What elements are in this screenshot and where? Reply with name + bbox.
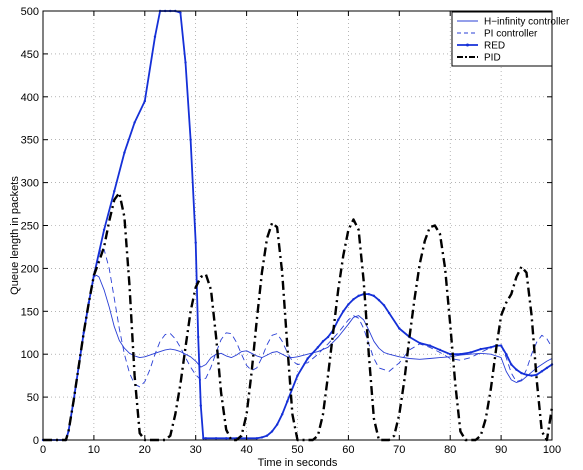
- data-point-red: [357, 294, 360, 298]
- data-point-red: [202, 437, 205, 440]
- data-point-red: [265, 434, 269, 437]
- data-point-red: [504, 353, 508, 356]
- data-point-red: [321, 340, 325, 343]
- data-point-red: [296, 374, 299, 377]
- data-point-red: [387, 311, 391, 315]
- data-point-red: [255, 437, 258, 440]
- data-point-red: [197, 335, 200, 339]
- data-point-red: [179, 11, 182, 14]
- data-point-red: [352, 298, 355, 301]
- x-tick-label: 30: [190, 444, 202, 456]
- x-tick-label: 40: [240, 444, 252, 456]
- y-tick-label: 500: [21, 6, 39, 18]
- data-point-red: [337, 318, 340, 322]
- data-point-red: [225, 437, 228, 440]
- data-point-red: [133, 121, 136, 124]
- series-line-red: [43, 10, 553, 441]
- data-point-red: [382, 304, 386, 307]
- x-tick-label: 90: [495, 444, 507, 456]
- data-point-red: [214, 437, 218, 440]
- y-tick-label: 0: [33, 435, 39, 447]
- data-point-red: [428, 344, 432, 347]
- data-point-red: [418, 341, 421, 345]
- data-point-red: [270, 430, 274, 433]
- data-point-red: [398, 327, 401, 330]
- data-point-red: [515, 368, 518, 371]
- data-point-red: [113, 189, 116, 193]
- data-point-red: [469, 351, 472, 354]
- legend-label: H−infinity controller: [484, 17, 570, 28]
- data-point-red: [326, 335, 330, 339]
- y-tick-label: 400: [21, 92, 39, 104]
- data-point-red: [281, 413, 284, 416]
- data-point-red: [510, 363, 513, 366]
- data-point-red: [459, 353, 462, 356]
- y-tick-label: 100: [21, 349, 39, 361]
- axis-ticks: 0 10 20 30 40 50 60 70 80 90 100 0 50 100 150 200 250 300…: [21, 6, 562, 456]
- data-point-red: [153, 35, 157, 38]
- x-tick-label: 100: [543, 444, 561, 456]
- data-point-red: [367, 292, 370, 296]
- data-point-red: [194, 241, 197, 244]
- data-point-red: [189, 138, 192, 141]
- data-point-red: [545, 366, 549, 370]
- data-point-red: [489, 346, 493, 349]
- y-tick-label: 50: [27, 392, 39, 404]
- data-point-red: [143, 99, 146, 103]
- y-tick-label: 300: [21, 178, 39, 190]
- data-point-red: [306, 357, 309, 360]
- data-point-red: [520, 371, 523, 375]
- series-line-pid: [43, 191, 554, 442]
- y-tick-label: 200: [21, 263, 39, 275]
- series-line-pi-controller: [43, 247, 553, 441]
- data-point-red: [316, 346, 320, 349]
- data-point-red: [82, 331, 85, 334]
- y-tick-label: 250: [21, 221, 39, 233]
- data-point-red: [123, 151, 126, 154]
- data-point-red: [449, 353, 452, 356]
- data-point-red: [342, 310, 345, 313]
- x-tick-label: 10: [88, 444, 100, 456]
- data-point-red: [204, 437, 208, 440]
- data-point-red: [525, 373, 528, 376]
- data-point-red: [275, 423, 279, 426]
- data-point-red: [377, 298, 381, 302]
- x-tick-label: 20: [139, 444, 151, 456]
- data-point-red: [102, 228, 106, 231]
- y-axis-label: Queue length in packets: [9, 176, 21, 295]
- data-point-red: [438, 348, 442, 352]
- y-tick-label: 350: [21, 135, 39, 147]
- legend-label: PI controller: [484, 29, 538, 40]
- x-axis-label: Time in seconds: [258, 457, 338, 469]
- x-tick-label: 80: [444, 444, 456, 456]
- x-tick-label: 50: [291, 444, 303, 456]
- data-point-red: [199, 404, 202, 407]
- data-point-red: [540, 370, 544, 373]
- data-point-red: [372, 294, 376, 298]
- y-tick-label: 450: [21, 49, 39, 61]
- x-tick-label: 0: [40, 444, 46, 456]
- data-point-red: [260, 436, 264, 439]
- data-point-red: [499, 344, 503, 347]
- series-line-h-infinity-controller: [43, 274, 553, 441]
- data-point-red: [479, 347, 482, 351]
- y-tick-label: 150: [21, 306, 39, 318]
- data-point-red: [286, 400, 289, 403]
- x-tick-label: 60: [342, 444, 354, 456]
- data-point-red: [87, 301, 91, 304]
- legend-label: PID: [484, 53, 501, 64]
- legend-marker: [466, 43, 469, 47]
- data-point-red: [184, 61, 187, 64]
- data-point-red: [530, 374, 533, 377]
- legend-label: RED: [484, 41, 505, 52]
- x-tick-label: 70: [393, 444, 405, 456]
- plot-series: [41, 9, 554, 442]
- data-point-red: [535, 373, 538, 376]
- data-point-red: [347, 303, 350, 306]
